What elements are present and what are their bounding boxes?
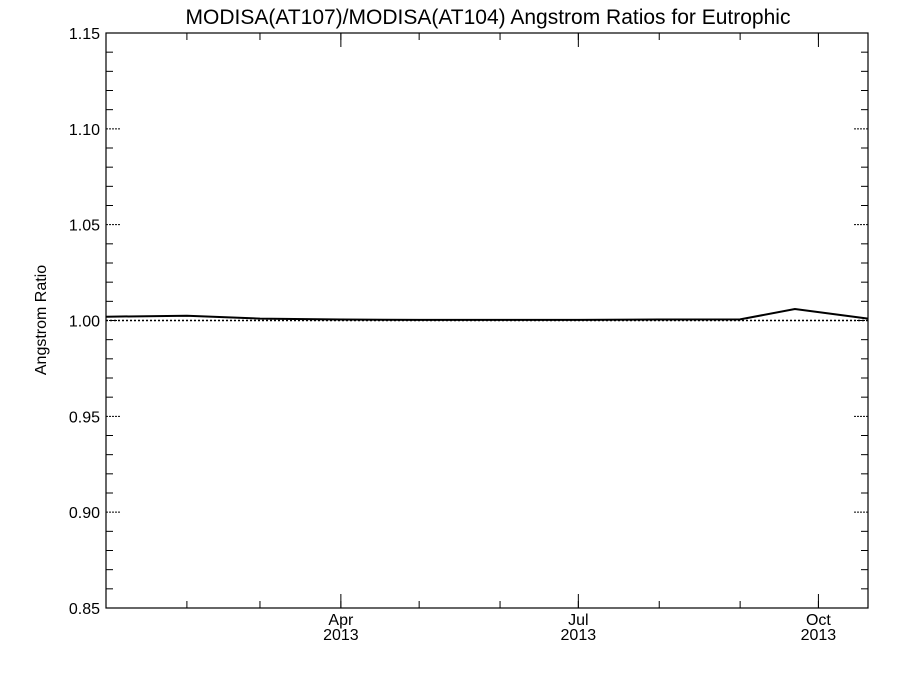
chart-title: MODISA(AT107)/MODISA(AT104) Angstrom Rat…	[186, 6, 791, 29]
y-tick-label: 1.15	[69, 26, 100, 43]
x-tick-month: Apr	[328, 612, 354, 629]
series-line	[105, 307, 869, 321]
y-tick-label: 0.95	[69, 409, 100, 426]
y-tick-label: 0.85	[69, 601, 100, 618]
y-tick-label: 1.10	[69, 122, 100, 139]
x-tick-year: 2013	[801, 627, 837, 644]
y-tick-label: 1.00	[69, 314, 100, 331]
x-tick-month: Jul	[568, 612, 588, 629]
y-tick-label: 1.05	[69, 218, 100, 235]
y-axis-label: Angstrom Ratio	[33, 265, 50, 375]
y-ticks: 0.85 0.90 0.95 1.00 1.05 1.10 1.15	[69, 26, 868, 618]
y-tick-label: 0.90	[69, 505, 100, 522]
x-tick-year: 2013	[561, 627, 597, 644]
x-tick-year: 2013	[323, 627, 359, 644]
x-tick-month: Oct	[806, 612, 831, 629]
